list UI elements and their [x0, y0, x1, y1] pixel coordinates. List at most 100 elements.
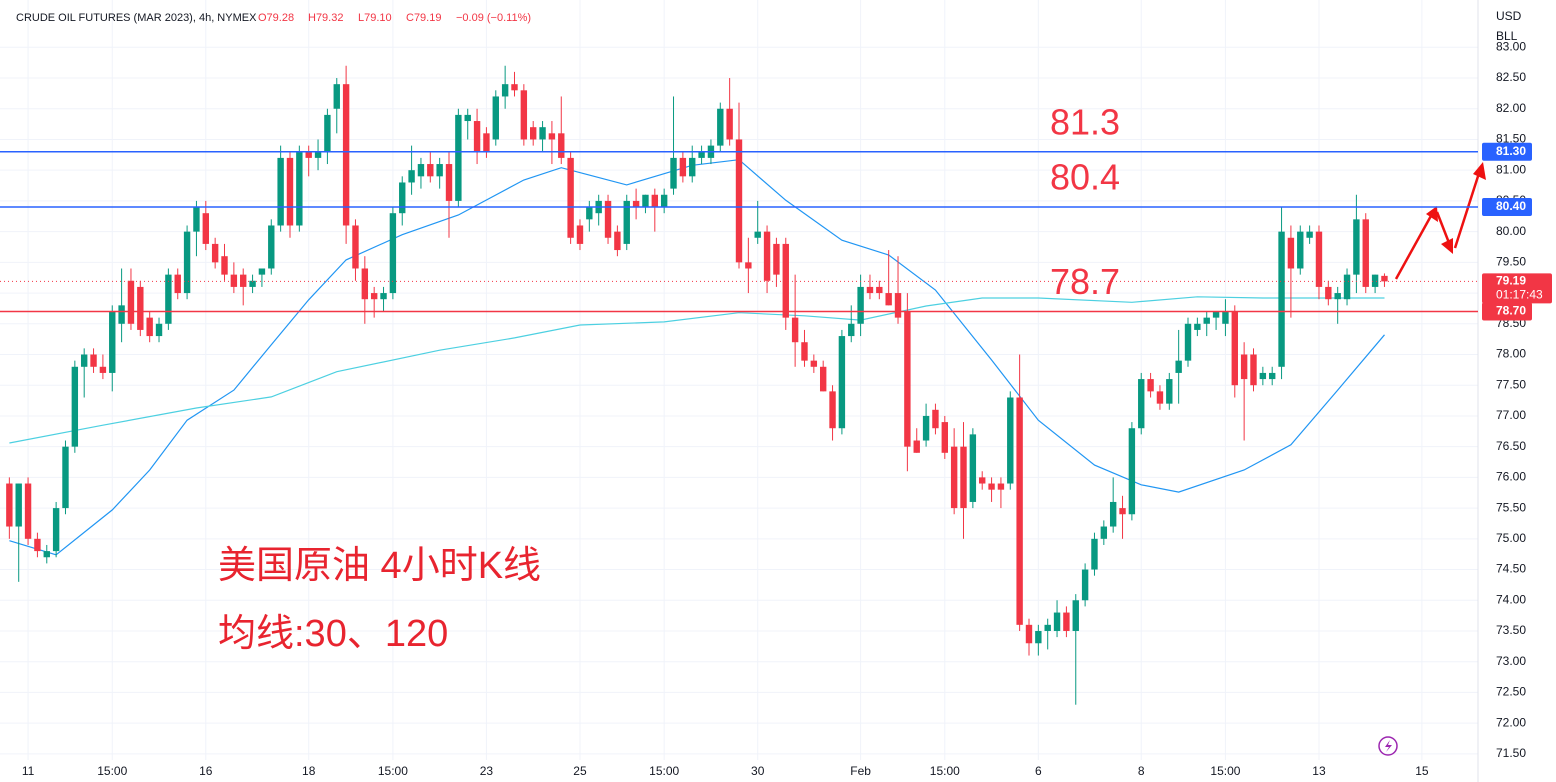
candle-body [1194, 323, 1201, 330]
candle-body [99, 366, 107, 373]
candle-body [80, 354, 88, 367]
candle-body [1240, 354, 1248, 380]
candle-body [913, 440, 920, 453]
x-tick-label: 11 [22, 764, 35, 778]
candle-body [155, 323, 163, 337]
change: −0.09 (−0.11%) [456, 12, 531, 24]
candle-body [1287, 237, 1295, 269]
candle-body [333, 84, 340, 109]
candle-body [427, 164, 434, 177]
candle-body [754, 231, 761, 238]
candle-body [763, 231, 771, 281]
candle-body [1269, 372, 1276, 380]
moving-average [9, 159, 1385, 556]
x-tick-label: 13 [1312, 764, 1326, 778]
candle-body [268, 225, 275, 269]
candle-body [249, 280, 256, 287]
x-tick-label: 15:00 [97, 764, 127, 778]
candle-body [1343, 274, 1351, 300]
candle-body [614, 231, 621, 251]
candle-body [34, 538, 41, 552]
candle-body [389, 213, 397, 294]
y-tick-label: 75.50 [1496, 500, 1526, 514]
candle-body [399, 182, 406, 214]
candle-body [904, 311, 911, 447]
candle-body [6, 483, 13, 527]
high: H79.32 [308, 12, 343, 24]
y-tick-label: 72.00 [1496, 715, 1526, 729]
candle-body [511, 84, 518, 91]
candle-body [1035, 630, 1042, 644]
candle-body [1231, 311, 1238, 386]
candle-body [1091, 538, 1098, 570]
candle-body [417, 164, 425, 177]
arrow-head [1441, 238, 1453, 254]
y-tick-label: 83.00 [1496, 39, 1526, 53]
candle-body [922, 415, 930, 441]
candle-body [90, 354, 97, 367]
candle-body [193, 207, 200, 232]
y-tick-label: 79.50 [1496, 255, 1526, 269]
candle-body [492, 96, 499, 140]
lightning-icon[interactable] [1378, 736, 1398, 756]
candle-body [342, 84, 350, 226]
candle-body [1016, 397, 1023, 625]
axis-unit: USD [1496, 9, 1522, 23]
candle-body [1184, 323, 1192, 361]
x-tick-label: 8 [1138, 764, 1145, 778]
candle-body [988, 483, 995, 490]
candle-body [455, 114, 462, 201]
candle-body [258, 268, 266, 275]
y-tick-label: 81.50 [1496, 132, 1526, 146]
candle-body [717, 108, 724, 146]
level-badge [1482, 142, 1532, 161]
x-tick-label: Feb [850, 764, 871, 778]
candle-body [539, 127, 546, 140]
symbol: CRUDE OIL FUTURES (MAR 2023), 4h, NYMEX [16, 12, 257, 24]
x-tick-label: 15:00 [649, 764, 679, 778]
candle-body [1044, 624, 1051, 631]
x-tick-label: 15:00 [1210, 764, 1240, 778]
candle-body [1053, 612, 1061, 631]
icon-ring [1378, 736, 1398, 756]
candle-body [352, 225, 359, 269]
candle-body [773, 243, 780, 275]
candle-body [1203, 317, 1210, 324]
candle-body [1100, 526, 1108, 539]
candle-body [997, 483, 1005, 490]
candle-body [127, 280, 135, 324]
arrow-head [1473, 162, 1486, 180]
candle-body [408, 170, 415, 183]
x-tick-label: 15:00 [930, 764, 960, 778]
candle-body [689, 157, 696, 177]
candle-body [604, 200, 612, 238]
candle-body [1306, 231, 1313, 238]
candle-body [623, 200, 630, 244]
candle-body [829, 391, 836, 429]
candle-body [1325, 286, 1332, 300]
y-tick-label: 81.00 [1496, 162, 1526, 176]
candle-body [1212, 311, 1220, 318]
candle-body [960, 446, 967, 509]
candle-body [810, 360, 818, 367]
candle-body [1109, 501, 1117, 527]
candle-body [1007, 397, 1014, 484]
candle-body [1278, 231, 1285, 367]
arrow-heads [1426, 162, 1486, 254]
x-tick-label: 15:00 [378, 764, 408, 778]
y-tick-label: 80.00 [1496, 224, 1526, 238]
candle-body [1025, 624, 1033, 644]
candle-body [941, 422, 948, 453]
candle-body [221, 256, 228, 275]
candle-body [230, 274, 238, 287]
candle-body [586, 207, 593, 220]
candle-body [1381, 275, 1388, 282]
candle-body [473, 121, 481, 152]
y-tick-label: 77.00 [1496, 408, 1526, 422]
x-tick-label: 15 [1415, 764, 1429, 778]
y-tick-label: 76.50 [1496, 439, 1526, 453]
level-label: 81.3 [1050, 101, 1120, 142]
candle-body [183, 231, 191, 294]
price-badge-text: 79.19 [1496, 274, 1526, 288]
candle-body [1222, 311, 1229, 324]
